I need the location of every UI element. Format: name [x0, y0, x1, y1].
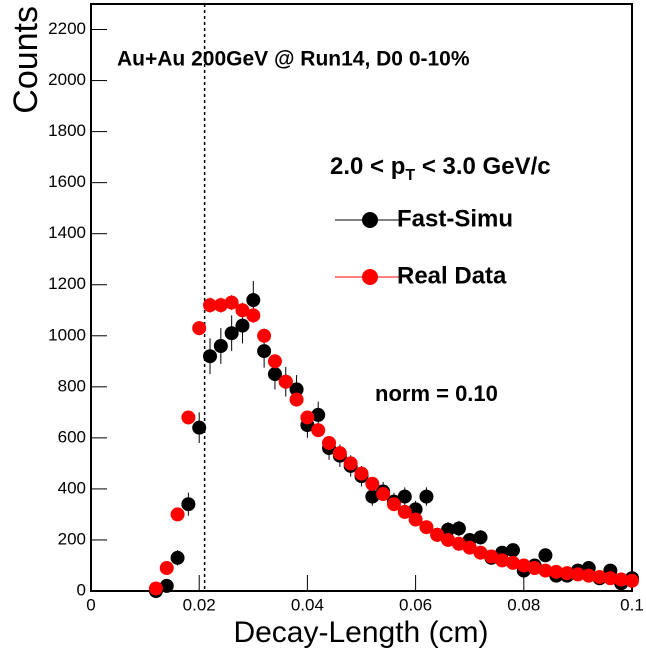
data-point [570, 567, 585, 582]
data-point [170, 550, 185, 565]
data-point [148, 581, 163, 596]
data-point [549, 564, 564, 579]
pt-label: 2.0 < pT < 3.0 GeV/c [330, 153, 551, 184]
data-point [278, 374, 293, 389]
data-point [235, 318, 250, 333]
legend-marker [362, 212, 378, 228]
data-point [538, 563, 553, 578]
legend-marker [362, 269, 378, 285]
x-tick-label: 0.08 [507, 595, 540, 614]
data-point [408, 512, 423, 527]
data-point [224, 326, 239, 341]
data-point [257, 328, 272, 343]
data-point [430, 527, 445, 542]
data-point [322, 435, 337, 450]
x-tick-label: 0.04 [291, 595, 324, 614]
data-point [289, 392, 304, 407]
data-point [159, 561, 174, 576]
data-point [495, 553, 510, 568]
data-point [603, 571, 618, 586]
data-point [246, 293, 261, 308]
pt-label-sub: T [405, 167, 415, 184]
data-point [462, 540, 477, 555]
data-point [181, 497, 196, 512]
data-point [257, 344, 272, 359]
x-tick-label: 0.06 [399, 595, 432, 614]
legend-label: Fast-Simu [397, 205, 513, 232]
data-point [192, 321, 207, 336]
legend-label: Real Data [397, 262, 507, 289]
data-point [365, 489, 380, 504]
y-tick-label: 1800 [48, 121, 86, 140]
y-tick-label: 1000 [48, 325, 86, 344]
x-tick-label: 0 [86, 595, 95, 614]
data-point [527, 561, 542, 576]
data-point [505, 543, 520, 558]
data-point [386, 497, 401, 512]
data-point [224, 295, 239, 310]
y-tick-label: 200 [58, 529, 86, 548]
data-point [311, 407, 326, 422]
y-tick-label: 1200 [48, 274, 86, 293]
data-point [246, 308, 261, 323]
y-tick-label: 1600 [48, 172, 86, 191]
y-tick-label: 2200 [48, 19, 86, 38]
data-point [614, 572, 629, 587]
chart-title: Au+Au 200GeV @ Run14, D0 0-10% [117, 48, 470, 71]
data-point [365, 476, 380, 491]
pt-label-b: < 3.0 GeV/c [415, 153, 550, 180]
data-point [213, 338, 228, 353]
y-tick-label: 2000 [48, 70, 86, 89]
data-point [441, 522, 456, 537]
pt-label-a: 2.0 < p [330, 153, 405, 180]
data-point [505, 555, 520, 570]
y-tick-label: 0 [77, 580, 86, 599]
data-point [332, 446, 347, 461]
data-point [267, 354, 282, 369]
data-point [376, 487, 391, 502]
data-point [289, 382, 304, 397]
y-tick-label: 400 [58, 478, 86, 497]
data-point [581, 568, 596, 583]
data-point [170, 507, 185, 522]
data-point [484, 549, 499, 564]
data-point [192, 420, 207, 435]
data-point [451, 536, 466, 551]
data-point [419, 520, 434, 535]
y-tick-label: 800 [58, 376, 86, 395]
data-point [311, 423, 326, 438]
data-point [203, 298, 218, 313]
x-tick-label: 0.02 [183, 595, 216, 614]
data-point [516, 558, 531, 573]
data-point [473, 530, 488, 545]
data-point [397, 489, 412, 504]
data-point [538, 548, 553, 563]
data-point [235, 303, 250, 318]
data-point [408, 502, 423, 517]
annotation: norm = 0.10 [375, 381, 498, 406]
plot-frame [90, 3, 633, 592]
data-point [354, 466, 369, 481]
data-point [213, 298, 228, 313]
data-point [441, 532, 456, 547]
data-point [625, 573, 639, 588]
data-point [267, 367, 282, 382]
data-point [592, 569, 607, 584]
x-axis-label: Decay-Length (cm) [233, 616, 488, 649]
data-point [203, 349, 218, 364]
data-point [300, 410, 315, 425]
y-axis-label: Counts [7, 6, 45, 114]
data-point [159, 578, 174, 593]
data-point [473, 545, 488, 560]
y-tick-label: 600 [58, 427, 86, 446]
y-tick-label: 1400 [48, 223, 86, 242]
data-point [397, 504, 412, 519]
data-point [560, 566, 575, 581]
x-tick-label: 0.1 [620, 595, 644, 614]
data-point [343, 456, 358, 471]
data-point [451, 521, 466, 536]
data-point [181, 410, 196, 425]
data-point [419, 489, 434, 504]
